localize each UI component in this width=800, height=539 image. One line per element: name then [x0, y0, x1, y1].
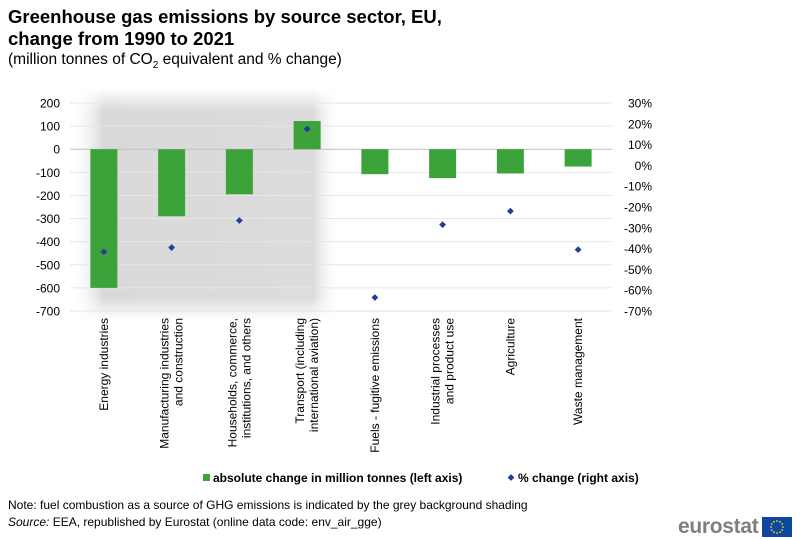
left-axis-tick-label: -400: [36, 235, 60, 249]
flag-star: [779, 531, 782, 534]
source-line: Source: EEA, republished by Eurostat (on…: [8, 514, 382, 530]
right-axis-tick-label: 20%: [628, 117, 652, 131]
left-axis-tick-label: -200: [36, 189, 60, 203]
category-label: Fuels - fugitive emissions: [368, 318, 382, 453]
percent-marker: [439, 221, 447, 229]
percent-marker: [235, 217, 243, 224]
flag-star: [779, 520, 782, 523]
bar: [564, 149, 592, 167]
chart-area: 200 100 0 -100 -200 -300 -400 -500 -600 -700 30% 2…: [36, 88, 653, 485]
flag-star: [773, 520, 776, 523]
percent-marker: [371, 294, 379, 301]
category-label-line: and construction: [172, 318, 186, 406]
eu-flag-icon: [762, 517, 793, 537]
left-axis-tick-label: -500: [36, 258, 60, 272]
category-label: Industrial processes and product use: [429, 318, 457, 425]
left-axis-tick-label: 100: [40, 120, 60, 134]
flag-star: [782, 526, 785, 528]
right-axis-tick-label: -40%: [624, 242, 652, 256]
source-label: Source:: [8, 515, 50, 529]
bar: [90, 149, 118, 288]
category-label-line: institutions, and others: [239, 318, 253, 438]
bar: [496, 149, 524, 174]
category-label: Manufacturing industries and construction: [158, 318, 186, 449]
eurostat-logo: eurostat: [678, 515, 793, 539]
flag-star: [776, 532, 779, 534]
chart-title: Greenhouse gas emissions by source secto…: [8, 6, 442, 50]
left-axis-tick-label: -600: [36, 281, 60, 295]
right-axis-tick-label: 10%: [628, 138, 652, 152]
chart-subtitle: (million tonnes of CO2 equivalent and % …: [8, 50, 342, 76]
subtitle-subscript: 2: [152, 60, 159, 72]
source-text: EEA, republished by Eurostat (online dat…: [49, 515, 382, 529]
bar: [293, 121, 321, 150]
subtitle-text-end: equivalent and % change): [158, 51, 342, 68]
category-label-line: Industrial processes: [429, 318, 443, 425]
flag-star: [770, 526, 773, 528]
legend-marker-swatch: [507, 474, 515, 481]
bar: [361, 149, 389, 175]
bar: [158, 149, 186, 217]
flag-star: [771, 529, 774, 531]
category-label-line: Waste management: [571, 317, 585, 425]
percent-marker: [506, 207, 514, 215]
legend-marker-label: % change (right axis): [518, 471, 639, 485]
right-axis-tick-label: -10%: [624, 180, 652, 194]
category-label-line: Households, commerce,: [225, 318, 239, 447]
bar: [429, 149, 457, 179]
percent-marker: [168, 244, 176, 251]
footnote: Note: fuel combustion as a source of GHG…: [8, 498, 528, 512]
flag-star: [771, 523, 774, 525]
category-label: Transport (including international aviati…: [293, 318, 321, 432]
flag-star: [773, 531, 776, 534]
category-label-line: Energy industries: [97, 318, 111, 411]
right-axis-tick-label: 0%: [635, 159, 653, 173]
chart-title-line-2: change from 1990 to 2021: [8, 28, 235, 49]
category-label-line: Fuels - fugitive emissions: [368, 318, 382, 453]
right-axis-tick-label: 30%: [628, 97, 652, 111]
left-axis-tick-label: -300: [36, 212, 60, 226]
chart-title-line-1: Greenhouse gas emissions by source secto…: [8, 6, 442, 27]
category-label-line: and product use: [443, 318, 457, 404]
logo-wordmark: eurostat: [678, 515, 759, 538]
right-axis-tick-label: -30%: [624, 221, 652, 235]
right-axis-tick-label: -60%: [624, 284, 652, 298]
flag-star: [781, 523, 784, 525]
legend-bar-label: absolute change in million tonnes (left …: [213, 471, 462, 485]
category-label-line: international aviation): [307, 318, 321, 432]
right-axis-tick-label: -70%: [624, 305, 652, 319]
left-axis-tick-label: 0: [53, 143, 60, 157]
category-label-line: Agriculture: [503, 318, 517, 376]
percent-marker: [100, 248, 108, 256]
left-axis-tick-label: -100: [36, 166, 60, 180]
left-axis-tick-label: -700: [36, 305, 60, 319]
bar: [225, 149, 253, 195]
category-label: Agriculture: [503, 318, 517, 376]
right-axis-tick-label: -20%: [624, 201, 652, 215]
right-axis-tick-label: -50%: [624, 263, 652, 277]
flag-star: [781, 529, 784, 531]
percent-marker: [303, 125, 311, 133]
category-label: Energy industries: [97, 318, 111, 411]
percent-marker: [574, 246, 582, 254]
flag-star: [776, 520, 779, 522]
category-label: Waste management: [571, 317, 585, 425]
legend-bar-swatch: [203, 474, 210, 481]
category-label-line: Manufacturing industries: [158, 318, 172, 449]
subtitle-text-start: (million tonnes of CO: [8, 51, 153, 68]
category-label: Households, commerce, institutions, and o…: [225, 318, 253, 447]
category-label-line: Transport (including: [293, 318, 307, 424]
left-axis-tick-label: 200: [40, 97, 60, 111]
